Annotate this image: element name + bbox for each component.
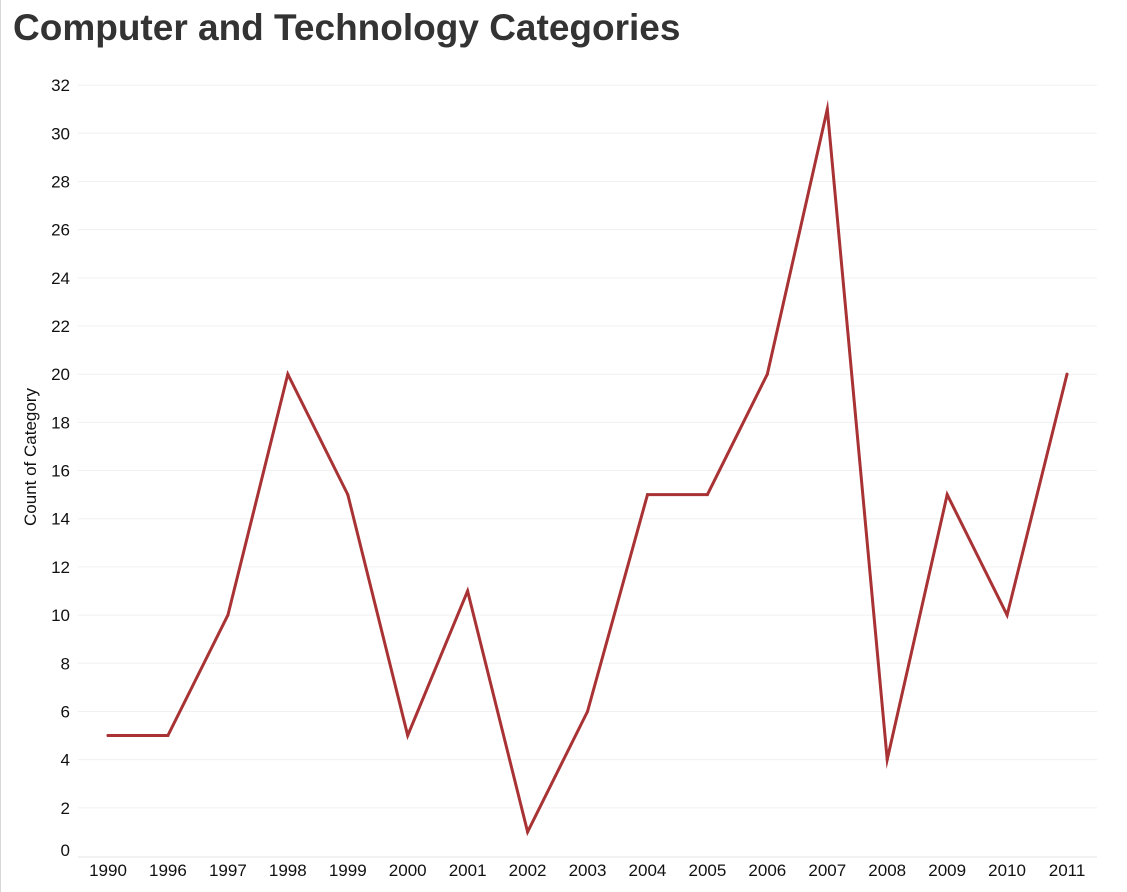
data-point-2004 xyxy=(645,493,649,497)
y-tick-label: 6 xyxy=(61,702,70,721)
data-point-2008 xyxy=(885,758,889,762)
y-tick-label: 32 xyxy=(51,76,70,95)
x-tick-label: 1998 xyxy=(269,861,307,880)
x-tick-label: 2007 xyxy=(808,861,846,880)
y-tick-label: 30 xyxy=(51,124,70,143)
y-tick-label: 10 xyxy=(51,606,70,625)
data-point-1999 xyxy=(346,493,350,497)
series-layer xyxy=(106,99,1069,837)
data-point-2006 xyxy=(765,372,769,376)
y-tick-label: 28 xyxy=(51,172,70,191)
x-tick-label: 2001 xyxy=(449,861,487,880)
data-point-2010 xyxy=(1005,613,1009,617)
x-tick-label: 1999 xyxy=(329,861,367,880)
x-tick-label: 2000 xyxy=(389,861,427,880)
x-tick-label: 2008 xyxy=(868,861,906,880)
x-tick-label: 2002 xyxy=(509,861,547,880)
y-tick-label: 22 xyxy=(51,317,70,336)
data-point-2005 xyxy=(705,493,709,497)
data-point-1990 xyxy=(106,734,110,738)
y-tick-label: 0 xyxy=(61,841,70,860)
x-axis-tick-labels: 1990 1996 1997 1998 1999 2000 2001 2002 2003 2004… xyxy=(89,861,1085,880)
y-tick-label: 12 xyxy=(51,558,70,577)
x-tick-label: 2006 xyxy=(748,861,786,880)
x-tick-label: 2003 xyxy=(569,861,607,880)
y-tick-label: 20 xyxy=(51,365,70,384)
data-point-2001 xyxy=(466,589,470,593)
x-tick-label: 2004 xyxy=(629,861,667,880)
data-point-2003 xyxy=(586,709,590,713)
y-tick-label: 26 xyxy=(51,221,70,240)
chart-title: Computer and Technology Categories xyxy=(13,7,681,48)
y-tick-label: 8 xyxy=(61,654,70,673)
x-tick-label: 2009 xyxy=(928,861,966,880)
data-point-2002 xyxy=(526,830,530,834)
data-point-1996 xyxy=(166,734,170,738)
y-tick-label: 2 xyxy=(61,799,70,818)
x-tick-label: 1996 xyxy=(149,861,187,880)
y-tick-label: 14 xyxy=(51,510,70,529)
data-point-2011 xyxy=(1065,372,1069,376)
y-tick-label: 4 xyxy=(61,751,70,770)
data-point-1998 xyxy=(286,372,290,376)
x-tick-label: 2011 xyxy=(1049,861,1086,880)
data-point-2007 xyxy=(825,107,829,111)
x-tick-label: 2010 xyxy=(988,861,1026,880)
y-axis-label: Count of Category xyxy=(21,388,40,526)
data-point-2009 xyxy=(945,493,949,497)
y-tick-label: 18 xyxy=(51,413,70,432)
gridlines xyxy=(78,84,1097,858)
y-tick-label: 24 xyxy=(51,269,70,288)
left-border xyxy=(0,0,1,892)
x-tick-label: 1997 xyxy=(209,861,247,880)
x-tick-label: 1990 xyxy=(89,861,127,880)
y-tick-label: 16 xyxy=(51,462,70,481)
x-tick-label: 2005 xyxy=(688,861,726,880)
data-point-2000 xyxy=(406,734,410,738)
data-point-1997 xyxy=(226,613,230,617)
